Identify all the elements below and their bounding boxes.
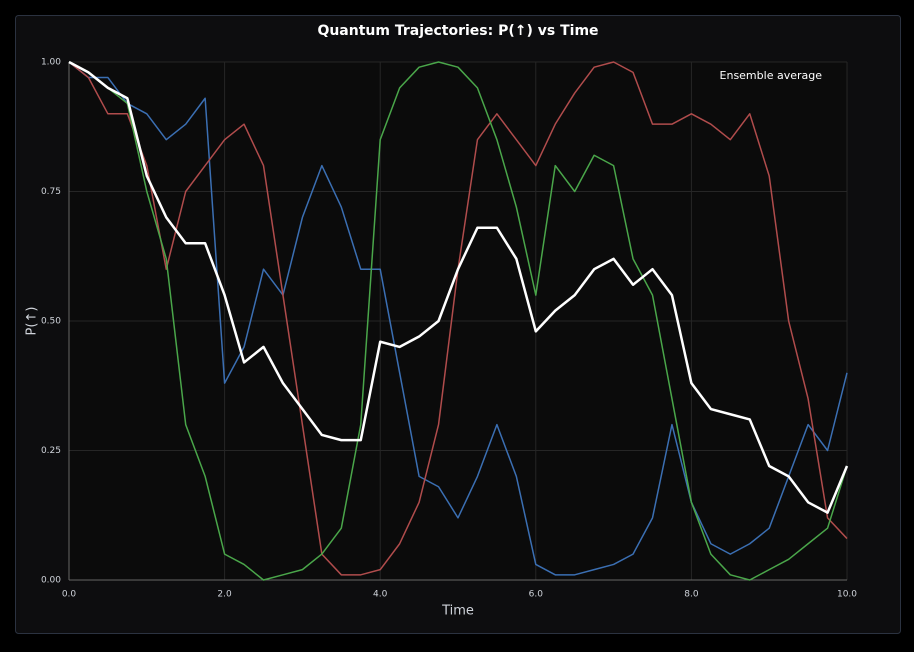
y-axis-label: P(↑) [25,307,40,336]
x-tick-label: 0.0 [62,590,77,600]
series-line [68,61,848,581]
x-tick-label: 8.0 [684,590,699,600]
chart-title: Quantum Trajectories: P(↑) vs Time [317,23,598,39]
y-tick-label: 0.00 [41,576,61,586]
x-tick-label: 4.0 [373,590,388,600]
x-tick-label: 10.0 [837,590,857,600]
x-axis-label: Time [441,604,474,619]
series-line [68,60,849,514]
y-tick-label: 1.00 [41,58,61,68]
x-tick-label: 6.0 [529,590,544,600]
y-tick-label: 0.50 [41,317,61,327]
series-line [68,61,848,576]
legend-label: Ensemble average [720,69,823,82]
y-tick-label: 0.75 [41,187,61,197]
y-tick-label: 0.25 [41,446,61,456]
x-tick-label: 2.0 [217,590,232,600]
